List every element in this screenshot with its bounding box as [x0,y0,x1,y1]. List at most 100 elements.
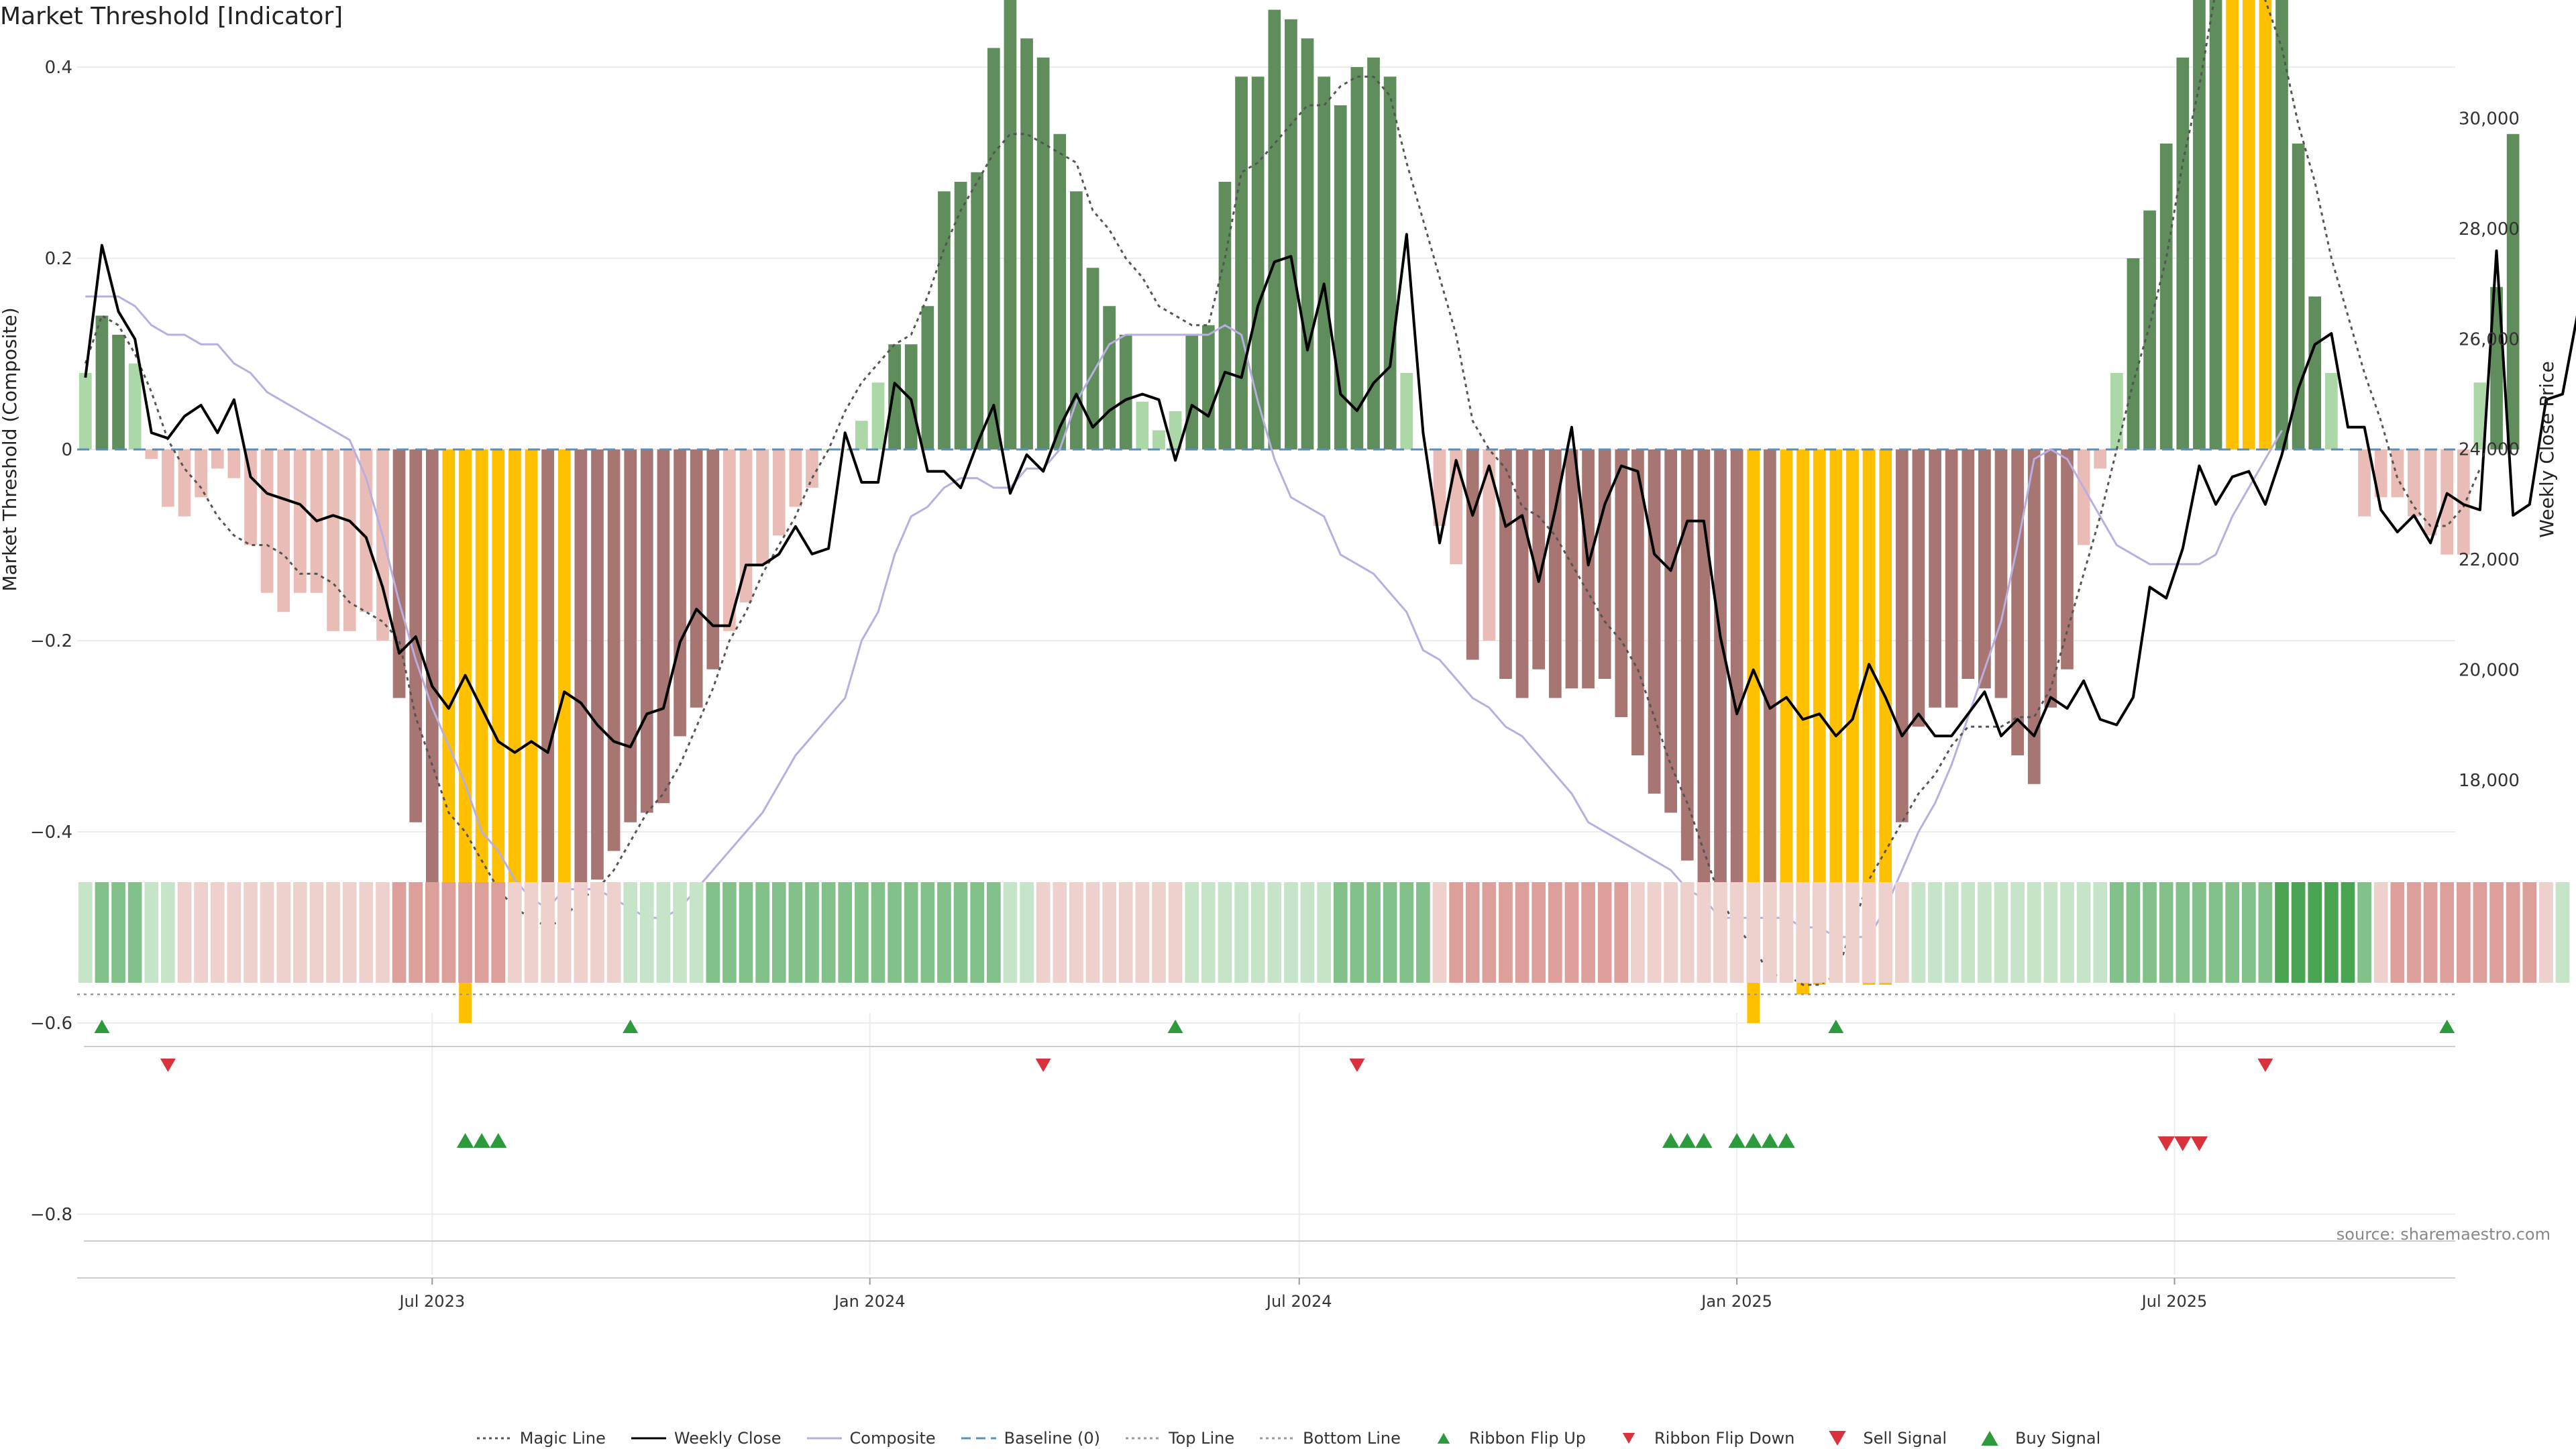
ribbon-cell [425,882,439,983]
ribbon-cell [838,882,853,983]
composite-bar [227,449,241,478]
ribbon-cell [1168,882,1183,983]
ribbon-cell [2043,882,2058,983]
ribbon-cell [111,882,125,983]
ribbon-cell [1267,882,1282,983]
legend-swatch-icon [1437,1433,1450,1444]
legend-item: Composite [806,1429,936,1448]
composite-bar [806,449,818,488]
legend-label: Sell Signal [1863,1429,1947,1448]
ribbon-cell [557,882,572,983]
ribbon-cell [127,882,142,983]
ribbon-cell [2456,882,2471,983]
y-tick-label: −0.4 [30,822,72,843]
buy-signal-marker [490,1133,507,1148]
ribbon-flip-up-marker [623,1020,639,1033]
ribbon-cell [937,882,951,983]
composite-bar [1301,38,1314,449]
ribbon-cell [2390,882,2405,983]
composite-bar [1648,449,1661,794]
composite-bar [971,172,984,449]
legend-swatch-icon [1622,1433,1635,1444]
composite-bar [1004,0,1017,449]
ribbon-cell [788,882,803,983]
composite-bar [1582,449,1595,689]
ribbon-flip-down-marker [2257,1059,2273,1072]
ribbon-cell [1878,882,1893,983]
composite-bar [954,182,967,449]
legend-swatch-icon [631,1437,666,1440]
ribbon-cell [2176,882,2190,983]
y-axis-label: Market Threshold (Composite) [0,307,21,591]
ribbon-cell [2506,882,2520,983]
composite-bar [277,449,290,612]
ribbon-cell [2341,882,2355,983]
legend-swatch-icon [806,1437,842,1440]
composite-bar [2457,449,2470,555]
composite-bar [1136,401,1149,449]
ribbon-cell [441,882,456,983]
ribbon-cell [458,882,472,983]
composite-bar [2292,144,2305,449]
ribbon-cell [260,882,274,983]
legend-swatch-icon [961,1437,996,1440]
composite-bar [1994,449,2008,698]
composite-bar [2209,0,2222,449]
ribbon-cell [1829,882,1843,983]
ribbon-cell [2373,882,2388,983]
chart-title: Market Threshold [Indicator] [0,3,343,30]
ribbon-cell [2143,882,2157,983]
composite-bar [1185,335,1199,449]
ribbon-cell [639,882,654,983]
ribbon-cell [1597,882,1612,983]
composite-bar [1813,449,1826,985]
ribbon-cell [1085,882,1100,983]
composite-bar [1532,449,1546,669]
legend-item: Buy Signal [1971,1429,2100,1448]
composite-bar [1879,449,1892,985]
ribbon-cell [1053,882,1067,983]
ribbon-cell [342,882,357,983]
composite-bar [195,449,207,498]
composite-bar [178,449,191,517]
composite-bar [95,315,109,449]
composite-bar [112,335,125,449]
ribbon-cell [821,882,836,983]
composite-bar [2325,373,2338,449]
legend-item: Bottom Line [1258,1429,1401,1448]
ribbon-cell [1564,882,1579,983]
ribbon-cell [1548,882,1562,983]
composite-bar [508,449,521,966]
composite-bar [1796,449,1809,995]
ribbon-cell [1185,882,1199,983]
ribbon-cell [194,882,208,983]
ribbon-cell [1201,882,1216,983]
legend-item: Ribbon Flip Down [1610,1429,1794,1448]
legend-item: Top Line [1124,1429,1234,1448]
sell-signal-marker [2190,1136,2208,1151]
ribbon-cell [2440,882,2455,983]
composite-bar [360,449,373,612]
composite-bar [2358,449,2371,517]
ribbon-cell [524,882,539,983]
x-tick-label: Jul 2023 [398,1292,465,1311]
legend-label: Baseline (0) [1004,1429,1101,1448]
ribbon-cell [1020,882,1034,983]
ribbon-flip-up-marker [94,1020,110,1033]
sell-signal-marker [2174,1136,2192,1151]
composite-bar [1334,105,1347,449]
ribbon-cell [161,882,175,983]
composite-bar [2408,449,2420,517]
ribbon-cell [2241,882,2256,983]
composite-bar [2506,133,2520,449]
buy-signal-marker [1778,1133,1795,1148]
ribbon-cell [1515,882,1529,983]
ribbon-cell [1366,882,1381,983]
ribbon-cell [1729,882,1744,983]
ribbon-cell [2308,882,2322,983]
ribbon-cell [1894,882,1909,983]
composite-bar [343,449,356,631]
ribbon-cell [1746,882,1761,983]
buy-signal-marker [1761,1133,1779,1148]
